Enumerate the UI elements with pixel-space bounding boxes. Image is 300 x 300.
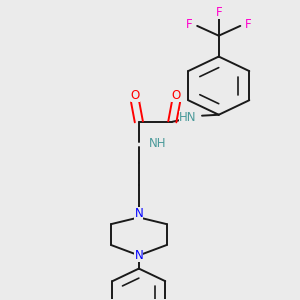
Text: O: O xyxy=(171,89,181,102)
Text: O: O xyxy=(130,89,140,102)
Text: F: F xyxy=(215,6,222,19)
Text: HN: HN xyxy=(179,111,196,124)
Text: F: F xyxy=(245,18,252,31)
Text: NH: NH xyxy=(149,137,167,150)
Text: N: N xyxy=(134,207,143,220)
Text: F: F xyxy=(186,18,192,31)
Text: N: N xyxy=(134,249,143,262)
